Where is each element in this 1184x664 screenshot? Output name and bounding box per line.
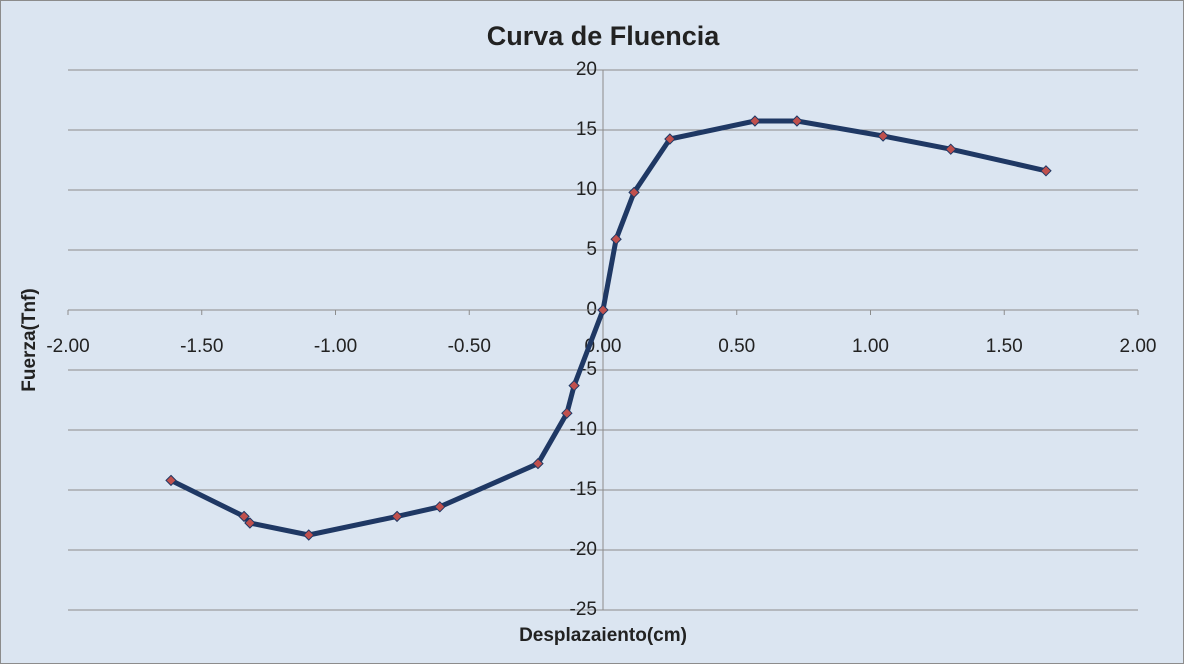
series-line [169,118,1047,538]
x-tick-label: 2.00 [1120,336,1157,357]
y-tick-label: 20 [576,59,597,80]
marker [1040,165,1052,177]
marker [791,115,803,127]
marker [434,501,446,513]
marker [391,510,403,523]
marker [664,133,676,145]
marker [532,457,544,470]
y-tick-label: -15 [570,479,597,500]
y-tick-label: -20 [570,539,597,560]
x-tick-label: -0.50 [448,336,491,357]
marker [303,529,315,541]
marker [238,510,250,523]
marker [628,186,640,199]
x-tick-label: -1.00 [314,336,357,357]
x-axis-label: Desplazaiento(cm) [519,625,687,646]
y-tick-label: 15 [576,119,597,140]
marker [561,407,573,419]
y-axis-label: Fuerza(Tnf) [19,288,40,391]
x-tick-label: -1.50 [180,336,223,357]
marker [165,474,177,487]
x-tick-label: 1.00 [852,336,889,357]
marker [244,517,256,529]
marker [877,130,889,142]
marker [597,304,609,316]
marker [945,143,957,155]
y-tick-label: 10 [576,179,597,200]
x-tick-label: 1.50 [986,336,1023,357]
x-tick-label: -2.00 [46,336,89,357]
marker [610,233,622,245]
x-tick-label: 0.50 [718,336,755,357]
y-tick-label: -10 [570,419,597,440]
x-tick-label: 0.00 [585,336,622,357]
marker [749,115,761,127]
marker [568,379,580,392]
chart-title: Curva de Fluencia [487,21,721,51]
y-tick-label: -25 [570,599,597,620]
y-tick-label: 5 [586,239,597,260]
